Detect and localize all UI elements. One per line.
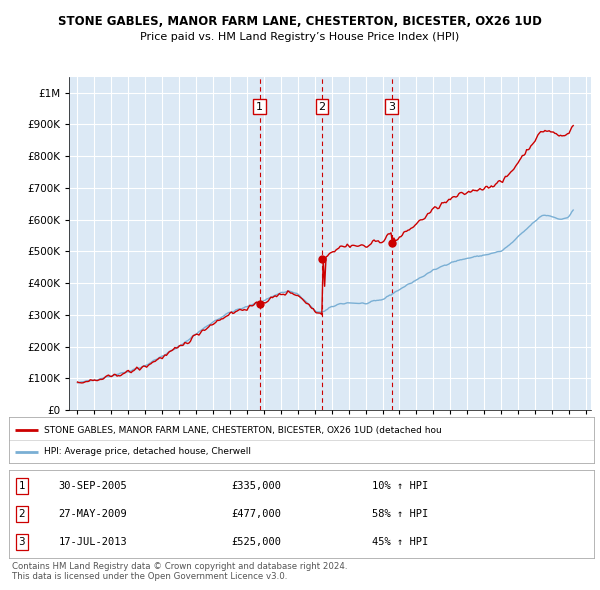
Text: STONE GABLES, MANOR FARM LANE, CHESTERTON, BICESTER, OX26 1UD: STONE GABLES, MANOR FARM LANE, CHESTERTO… — [58, 15, 542, 28]
Text: 3: 3 — [388, 101, 395, 112]
Text: Price paid vs. HM Land Registry’s House Price Index (HPI): Price paid vs. HM Land Registry’s House … — [140, 32, 460, 42]
Text: 45% ↑ HPI: 45% ↑ HPI — [372, 537, 428, 547]
Text: This data is licensed under the Open Government Licence v3.0.: This data is licensed under the Open Gov… — [12, 572, 287, 581]
Text: £477,000: £477,000 — [232, 509, 281, 519]
Text: HPI: Average price, detached house, Cherwell: HPI: Average price, detached house, Cher… — [44, 447, 251, 456]
Text: 2: 2 — [319, 101, 325, 112]
Text: 17-JUL-2013: 17-JUL-2013 — [59, 537, 127, 547]
Text: 2: 2 — [19, 509, 25, 519]
Text: 1: 1 — [256, 101, 263, 112]
Text: 10% ↑ HPI: 10% ↑ HPI — [372, 481, 428, 491]
Text: £335,000: £335,000 — [232, 481, 281, 491]
Text: 30-SEP-2005: 30-SEP-2005 — [59, 481, 127, 491]
Text: £525,000: £525,000 — [232, 537, 281, 547]
Text: 1: 1 — [19, 481, 25, 491]
Text: Contains HM Land Registry data © Crown copyright and database right 2024.: Contains HM Land Registry data © Crown c… — [12, 562, 347, 571]
Text: 3: 3 — [19, 537, 25, 547]
Text: 58% ↑ HPI: 58% ↑ HPI — [372, 509, 428, 519]
Text: 27-MAY-2009: 27-MAY-2009 — [59, 509, 127, 519]
Text: STONE GABLES, MANOR FARM LANE, CHESTERTON, BICESTER, OX26 1UD (detached hou: STONE GABLES, MANOR FARM LANE, CHESTERTO… — [44, 425, 442, 434]
